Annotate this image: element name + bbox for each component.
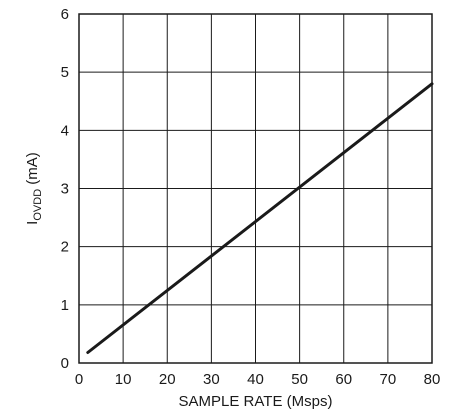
x-tick-label-7: 70 <box>380 371 397 388</box>
x-tick-labels: 0 10 20 30 40 50 60 70 80 <box>75 371 441 388</box>
y-tick-label-2: 2 <box>61 239 69 256</box>
y-tick-label-1: 1 <box>61 297 69 314</box>
y-tick-labels: 0 1 2 3 4 5 6 <box>61 6 69 372</box>
x-axis-title: SAMPLE RATE (Msps) <box>179 393 333 410</box>
y-tick-label-4: 4 <box>61 122 69 139</box>
x-tick-label-2: 20 <box>159 371 176 388</box>
y-tick-label-6: 6 <box>61 6 69 23</box>
series-line-0 <box>86 82 434 354</box>
y-axis-title-unit: (mA) <box>24 152 41 189</box>
y-axis-title-subscript: OVDD <box>32 189 44 221</box>
x-tick-label-6: 60 <box>335 371 352 388</box>
y-axis-title-main: I <box>24 221 41 225</box>
y-tick-label-5: 5 <box>61 64 69 81</box>
x-tick-label-8: 80 <box>424 371 441 388</box>
series-layer <box>86 82 434 354</box>
x-tick-label-3: 30 <box>203 371 220 388</box>
x-tick-label-1: 10 <box>115 371 132 388</box>
x-tick-label-5: 50 <box>291 371 308 388</box>
y-tick-label-0: 0 <box>61 355 69 372</box>
grid-lines <box>79 14 432 363</box>
x-tick-label-0: 0 <box>75 371 83 388</box>
plot-frame <box>78 13 433 364</box>
x-tick-label-4: 40 <box>247 371 264 388</box>
y-axis-title: IOVDD (mA) <box>24 152 44 225</box>
y-tick-label-3: 3 <box>61 181 69 198</box>
